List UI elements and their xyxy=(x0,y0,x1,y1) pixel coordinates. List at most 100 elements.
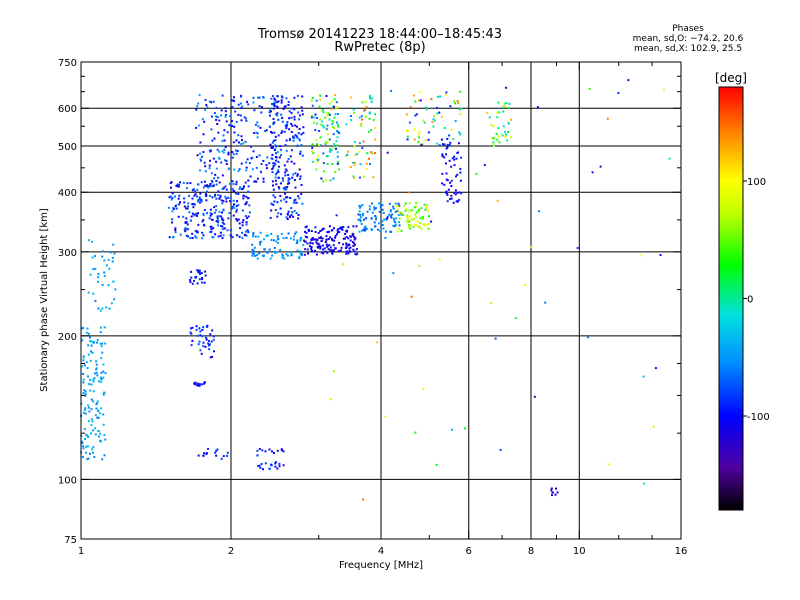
stats-x-mode: mean, sd,X: 102.9, 25.5 xyxy=(633,44,743,54)
data-point xyxy=(231,124,234,127)
data-point xyxy=(407,224,410,227)
data-point xyxy=(407,226,410,229)
data-point xyxy=(316,161,319,164)
data-point xyxy=(311,250,313,253)
data-point xyxy=(218,181,221,184)
data-point xyxy=(316,238,319,241)
data-point xyxy=(334,94,337,96)
data-point xyxy=(256,136,259,139)
data-point xyxy=(299,114,301,117)
data-point xyxy=(102,423,105,426)
data-point xyxy=(203,452,206,455)
data-point xyxy=(322,170,325,173)
data-point xyxy=(270,232,273,235)
data-point xyxy=(298,255,301,258)
data-point xyxy=(170,186,172,189)
data-point xyxy=(176,184,178,187)
data-point xyxy=(319,98,322,101)
data-point xyxy=(317,242,320,245)
data-point xyxy=(298,139,301,142)
data-point xyxy=(332,126,335,128)
data-point xyxy=(113,298,116,301)
data-point xyxy=(301,154,304,157)
data-point xyxy=(260,463,263,465)
data-point xyxy=(236,234,239,237)
data-point xyxy=(224,110,227,113)
data-point xyxy=(217,224,219,227)
data-point xyxy=(211,329,214,332)
data-point xyxy=(272,122,275,125)
data-point xyxy=(302,131,305,134)
data-point xyxy=(536,106,539,109)
data-point xyxy=(104,438,107,441)
data-point xyxy=(186,182,189,185)
stats-o-mode: mean, sd,O: −74.2, 20.6 xyxy=(632,34,744,44)
data-point xyxy=(178,194,181,197)
data-point xyxy=(168,236,171,239)
data-point xyxy=(398,221,401,224)
data-point xyxy=(221,202,224,205)
data-point xyxy=(252,235,254,238)
data-point xyxy=(83,409,86,412)
data-point xyxy=(95,371,98,374)
data-point xyxy=(285,127,288,130)
data-point xyxy=(400,229,403,232)
data-point xyxy=(507,106,510,109)
data-point xyxy=(198,196,201,199)
data-point xyxy=(94,414,97,417)
data-point xyxy=(274,461,277,464)
data-point xyxy=(268,248,271,251)
data-point xyxy=(321,237,324,240)
data-point xyxy=(89,359,92,362)
data-point xyxy=(405,208,408,211)
data-point xyxy=(354,161,356,164)
data-point xyxy=(185,234,188,237)
data-point xyxy=(315,122,318,125)
data-point xyxy=(103,433,106,436)
data-point xyxy=(449,181,452,184)
data-point xyxy=(235,208,238,211)
data-point xyxy=(90,424,93,427)
data-point xyxy=(247,103,250,106)
data-point xyxy=(193,203,196,206)
data-point xyxy=(369,162,371,165)
data-point xyxy=(210,180,213,182)
data-point xyxy=(364,109,367,112)
data-point xyxy=(174,195,176,198)
data-point xyxy=(225,188,228,191)
data-point xyxy=(190,332,193,335)
data-point xyxy=(440,115,443,118)
data-point xyxy=(96,402,98,405)
data-point xyxy=(215,454,218,457)
data-point xyxy=(443,156,446,159)
data-point xyxy=(317,159,320,161)
data-point xyxy=(95,363,98,366)
data-point xyxy=(408,209,411,212)
data-point xyxy=(233,206,236,209)
data-point xyxy=(284,168,287,171)
data-point xyxy=(191,326,194,329)
data-point xyxy=(92,446,95,449)
y-axis-label: Stationary phase Virtual Height [km] xyxy=(39,208,50,392)
data-point xyxy=(358,150,361,153)
data-point xyxy=(235,192,237,195)
data-point xyxy=(289,237,292,240)
data-point xyxy=(174,229,177,231)
data-point xyxy=(414,114,417,117)
data-point xyxy=(213,177,216,180)
data-point xyxy=(329,148,331,151)
data-point xyxy=(446,200,449,203)
data-point xyxy=(186,228,189,231)
data-point xyxy=(293,108,296,111)
data-point xyxy=(177,197,180,200)
data-point xyxy=(591,171,594,174)
data-point xyxy=(262,468,264,471)
data-point xyxy=(359,218,362,221)
data-point xyxy=(352,248,355,251)
data-point xyxy=(335,214,338,217)
data-point xyxy=(456,191,459,194)
data-point xyxy=(287,174,290,176)
data-point xyxy=(194,381,197,384)
data-point xyxy=(361,213,364,215)
colorbar-tick-label: -100 xyxy=(747,412,770,423)
